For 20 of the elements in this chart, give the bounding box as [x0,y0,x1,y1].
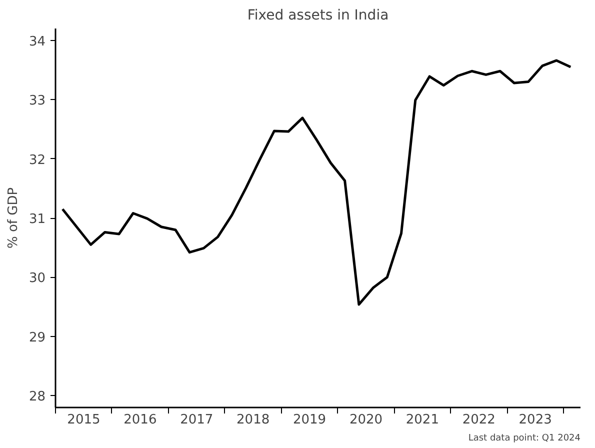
text: Last data point: Q1 2024 [468,434,581,444]
y-tick-label: 31 [28,212,46,227]
line-series [61,59,572,306]
x-tick-label: 2020 [349,412,383,428]
y-tick-label: 30 [28,271,46,286]
x-tick-label: 2016 [124,412,157,428]
x-tick-label: 2017 [180,412,214,428]
y-tick-label: 32 [28,152,46,168]
y-tick-label: 34 [28,34,46,50]
y-tick-label: 29 [28,330,46,346]
y-tick-label: 28 [28,390,46,405]
x-tick-label: 2018 [236,412,270,428]
x-tick-label: 2021 [406,412,439,428]
x-tick-label: 2023 [518,412,552,428]
x-tick-label: 2015 [67,412,100,428]
x-tick-label: 2022 [462,412,496,428]
y-tick-label: 33 [28,94,46,109]
chart-title: Fixed assets in India [247,8,389,24]
x-tick-label: 2019 [292,412,326,428]
y-axis-title: % of GDP [6,187,21,249]
